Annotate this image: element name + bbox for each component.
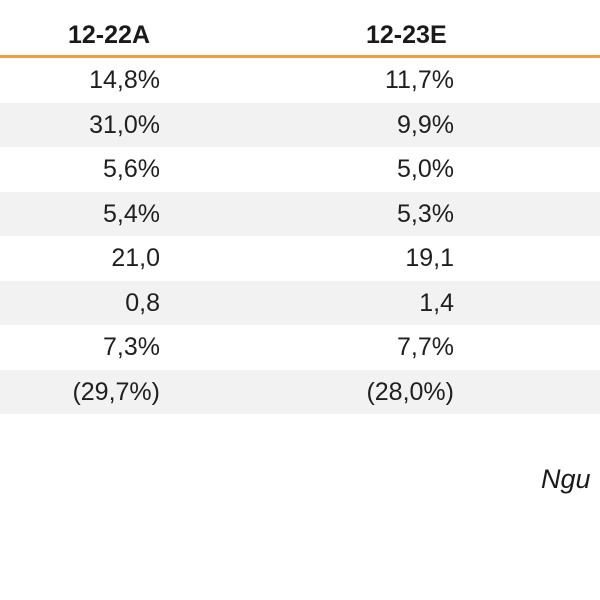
table-row: 5,6% 5,0% (0, 147, 600, 192)
cell-12-23e: 9,9% (397, 110, 454, 139)
cell-12-22a: 5,6% (103, 155, 160, 183)
cell-12-22a: (29,7%) (72, 377, 160, 406)
cell-12-23e: 5,0% (397, 155, 454, 183)
table-row: 5,4% 5,3% (0, 191, 600, 236)
cell-12-23e: 11,7% (384, 66, 454, 94)
table-row: 31,0% 9,9% (0, 102, 600, 147)
cell-12-22a: 0,8 (125, 288, 160, 317)
cell-12-22a: 5,4% (103, 199, 160, 228)
cell-12-22a: 21,0 (111, 244, 160, 272)
source-note: Ngu (541, 464, 591, 494)
cell-12-23e: 5,3% (397, 199, 454, 228)
table-header-row: 12-22A 12-23E (0, 0, 600, 58)
cell-12-23e: 19,1 (405, 244, 454, 272)
cell-12-23e: 7,7% (397, 333, 454, 361)
table-row: (29,7%) (28,0%) (0, 369, 600, 414)
table-row: 14,8% 11,7% (0, 58, 600, 103)
cell-12-22a: 7,3% (103, 333, 160, 361)
table-row: 21,0 19,1 (0, 236, 600, 281)
cell-12-22a: 31,0% (89, 110, 160, 139)
cell-12-22a: 14,8% (89, 66, 160, 94)
cell-12-23e: 1,4 (419, 288, 454, 317)
cell-12-23e: (28,0%) (366, 377, 454, 406)
header-12-22a: 12-22A (68, 21, 150, 49)
table-row: 0,8 1,4 (0, 280, 600, 325)
financial-table: 12-22A 12-23E 14,8% 11,7% 31,0% 9,9% 5,6… (0, 0, 600, 414)
header-12-23e: 12-23E (366, 21, 447, 49)
table-row: 7,3% 7,7% (0, 325, 600, 370)
